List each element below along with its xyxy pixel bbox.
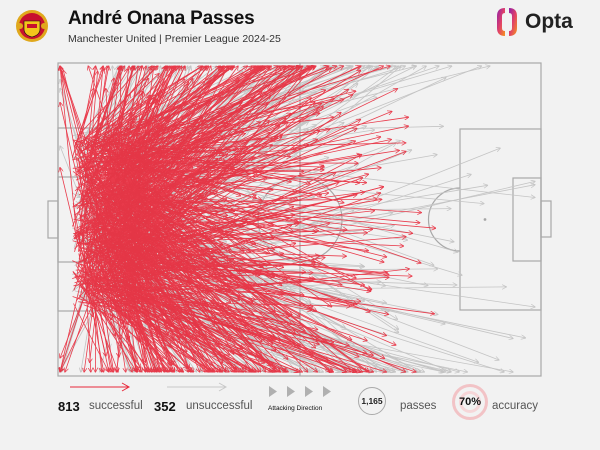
unsuccessful-label: unsuccessful: [186, 400, 253, 412]
opta-brand: Opta: [525, 10, 573, 33]
unsuccessful-count: 352: [154, 399, 176, 414]
accuracy-label: accuracy: [492, 400, 539, 412]
total-passes-badge: 1,165: [358, 387, 386, 415]
successful-count: 813: [58, 399, 80, 414]
opta-logo: Opta: [495, 7, 573, 37]
accuracy-badge: 70%: [452, 384, 488, 420]
successful-arrow-icon: [70, 382, 131, 392]
legend: 813 successful 352 unsuccessful Attackin…: [0, 382, 600, 425]
passes-label: passes: [400, 400, 437, 412]
unsuccessful-arrow-icon: [167, 382, 228, 392]
page-subtitle: Manchester United | Premier League 2024-…: [68, 33, 281, 45]
attacking-direction-icon: [269, 386, 331, 397]
successful-passes: [60, 66, 436, 372]
attacking-direction-label: Attacking Direction: [268, 405, 323, 412]
manchester-united-crest-icon: [16, 10, 48, 42]
opta-logo-icon: [497, 8, 517, 36]
page-title: André Onana Passes: [68, 8, 255, 29]
successful-label: successful: [89, 400, 143, 412]
